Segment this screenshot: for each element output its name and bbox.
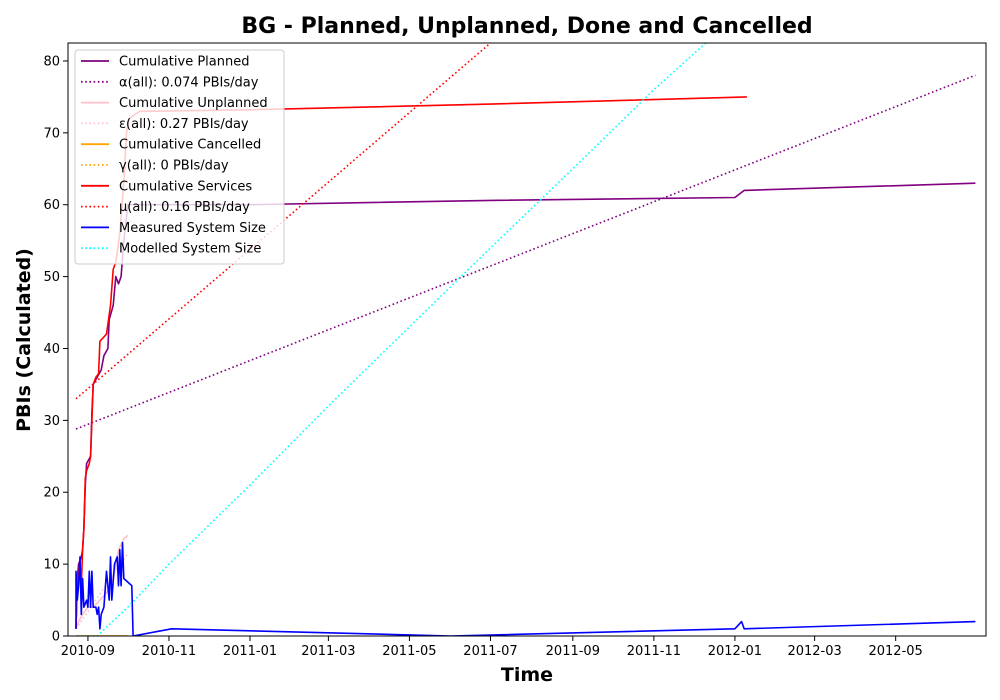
- legend-label-1: α(all): 0.074 PBIs/day: [119, 75, 259, 90]
- legend-label-6: Cumulative Services: [119, 179, 252, 194]
- y-tick-label-5: 50: [43, 270, 60, 285]
- y-tick-label-3: 30: [43, 414, 60, 429]
- x-tick-label-7: 2011-11: [627, 644, 681, 659]
- y-tick-label-0: 0: [52, 630, 60, 645]
- series-line-1: [75, 74, 976, 430]
- x-tick-label-1: 2010-11: [142, 644, 196, 659]
- x-tick-label-2: 2011-01: [223, 644, 277, 659]
- x-tick-label-3: 2011-03: [301, 644, 355, 659]
- y-tick-label-2: 20: [43, 486, 60, 501]
- legend-label-5: γ(all): 0 PBIs/day: [119, 159, 229, 174]
- x-tick-label-0: 2010-09: [61, 644, 115, 659]
- legend-label-2: Cumulative Unplanned: [119, 96, 268, 111]
- legend-label-7: μ(all): 0.16 PBIs/day: [119, 200, 250, 215]
- legend-box: [74, 49, 285, 265]
- y-tick-label-7: 70: [43, 126, 60, 141]
- legend-label-0: Cumulative Planned: [119, 55, 249, 70]
- legend-label-8: Measured System Size: [119, 221, 266, 236]
- x-tick-label-8: 2012-01: [708, 644, 762, 659]
- y-tick-label-6: 60: [43, 198, 60, 213]
- y-tick-label-8: 80: [43, 54, 60, 69]
- x-tick-label-4: 2011-05: [382, 644, 436, 659]
- axes: 2010-09 2010-11 2011-01 2011-03 2011-05 2011-…: [43, 42, 987, 659]
- legend-label-3: ε(all): 0.27 PBIs/day: [119, 117, 249, 132]
- x-tick-label-6: 2011-09: [546, 644, 600, 659]
- chart-title: BG - Planned, Unplanned, Done and Cancel…: [241, 14, 812, 39]
- x-axis-label: Time: [501, 664, 553, 686]
- y-tick-label-1: 10: [43, 558, 60, 573]
- plot-frame: [67, 42, 987, 637]
- y-tick-label-4: 40: [43, 342, 60, 357]
- legend: Cumulative Planned α(all): 0.074 PBIs/day…: [74, 49, 285, 265]
- x-tick-label-5: 2011-07: [463, 644, 517, 659]
- y-axis-label: PBIs (Calculated): [13, 248, 35, 432]
- series-line-2: [75, 534, 129, 630]
- legend-label-4: Cumulative Cancelled: [119, 138, 261, 153]
- legend-label-9: Modelled System Size: [119, 242, 261, 257]
- series-line-8: [75, 541, 976, 636]
- x-tick-label-10: 2012-05: [868, 644, 922, 659]
- x-tick-label-9: 2012-03: [787, 644, 841, 659]
